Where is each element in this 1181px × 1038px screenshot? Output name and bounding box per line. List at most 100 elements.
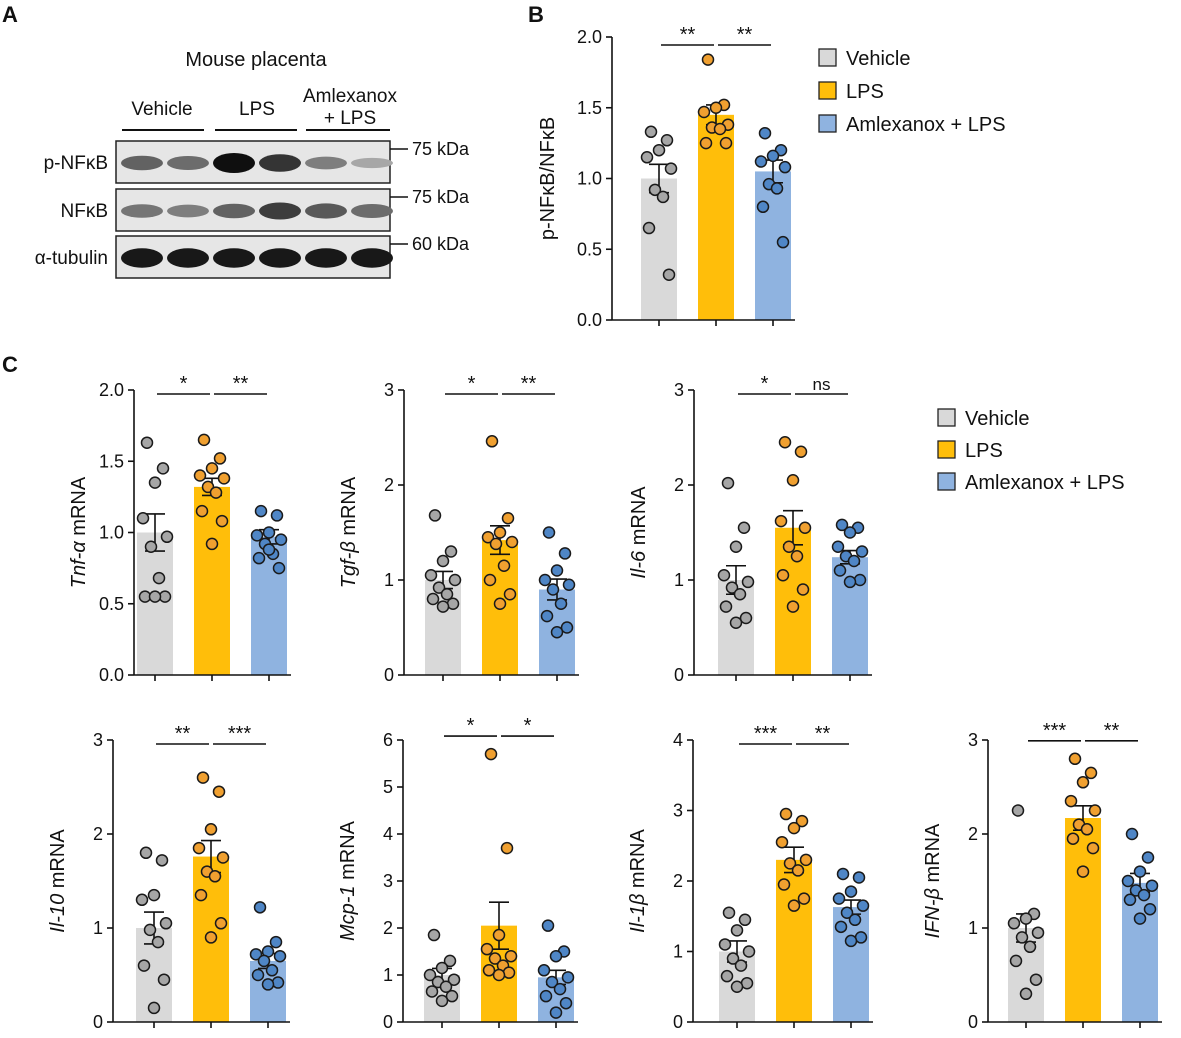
data-point-lps <box>786 600 800 613</box>
data-point-amlexanox-lps <box>1125 827 1139 841</box>
sig-label: ** <box>233 373 249 395</box>
data-point-amlexanox-lps <box>831 540 845 553</box>
data-point-amlexanox-lps <box>847 554 861 568</box>
legend-label-lps: LPS <box>965 440 1003 462</box>
y-tick-label: 0.0 <box>99 665 124 685</box>
data-point-lps <box>774 514 788 528</box>
y-axis-label: IFN-β mRNA <box>922 823 944 938</box>
data-point-vehicle <box>664 162 678 175</box>
blot-band <box>213 153 255 173</box>
data-point-vehicle <box>136 512 150 525</box>
data-point-vehicle <box>140 436 154 449</box>
y-tick-label: 6 <box>383 730 393 750</box>
data-point-lps <box>697 105 711 119</box>
legend-swatch-amlexanox-lps <box>937 472 956 491</box>
legend-label-vehicle: Vehicle <box>965 408 1030 430</box>
data-point-lps <box>492 928 506 942</box>
y-axis-label: Il-6 mRNA <box>628 486 650 579</box>
data-point-vehicle <box>152 571 166 585</box>
data-point-vehicle <box>144 540 158 553</box>
data-point-vehicle <box>139 846 153 860</box>
data-point-vehicle <box>436 554 450 568</box>
data-point-lps <box>777 878 791 891</box>
data-point-amlexanox-lps <box>546 583 560 596</box>
data-point-vehicle <box>722 906 736 919</box>
data-point-lps <box>503 588 517 601</box>
data-point-amlexanox-lps <box>1143 902 1157 916</box>
data-point-vehicle <box>644 125 658 139</box>
data-point-vehicle <box>156 462 170 475</box>
data-point-lps <box>713 122 727 136</box>
data-point-vehicle <box>160 530 174 544</box>
data-point-amlexanox-lps <box>541 919 555 932</box>
data-point-amlexanox-lps <box>269 935 283 949</box>
data-point-lps <box>196 771 210 784</box>
data-point-vehicle <box>738 913 752 927</box>
data-point-vehicle <box>147 888 161 902</box>
y-axis-label: Il-1β mRNA <box>627 829 649 933</box>
blot-band <box>351 157 393 169</box>
data-point-amlexanox-lps <box>833 564 847 577</box>
data-point-vehicle <box>1029 973 1043 986</box>
data-point-lps <box>791 864 805 877</box>
data-point-lps <box>492 968 506 982</box>
data-point-lps <box>1076 865 1090 878</box>
data-point-lps <box>790 550 804 563</box>
data-point-lps <box>794 445 808 458</box>
y-tick-label: 2.0 <box>577 27 602 47</box>
blot-band <box>259 154 301 172</box>
data-point-amlexanox-lps <box>1133 865 1147 878</box>
data-point-lps <box>798 521 812 534</box>
sig-label: *** <box>1043 720 1067 742</box>
data-point-lps <box>482 964 496 977</box>
legend-swatch-vehicle <box>937 408 956 427</box>
sig-label: * <box>468 373 476 395</box>
y-tick-label: 0 <box>674 665 684 685</box>
panel-label-c: C <box>2 352 18 377</box>
data-point-lps <box>197 433 211 447</box>
data-point-lps <box>204 931 218 944</box>
data-point-vehicle <box>742 945 756 958</box>
blot-marker-label: 75 kDa <box>412 187 470 207</box>
data-point-vehicle <box>1023 940 1037 954</box>
data-point-amlexanox-lps <box>840 906 854 919</box>
data-point-vehicle <box>432 581 446 594</box>
y-tick-label: 1 <box>383 965 393 985</box>
data-point-lps <box>205 462 219 475</box>
data-point-lps <box>1068 752 1082 766</box>
data-point-lps <box>1066 832 1080 845</box>
data-point-amlexanox-lps <box>249 948 263 961</box>
y-tick-label: 0.0 <box>577 310 602 330</box>
data-point-lps <box>505 535 519 549</box>
data-point-vehicle <box>444 545 458 558</box>
data-point-lps <box>787 899 801 912</box>
y-tick-label: 3 <box>93 730 103 750</box>
data-point-lps <box>493 526 507 539</box>
data-point-lps <box>501 512 515 525</box>
data-point-lps <box>1076 776 1090 789</box>
data-point-vehicle <box>428 509 442 522</box>
data-point-amlexanox-lps <box>273 949 287 963</box>
data-point-lps <box>786 474 800 487</box>
panel-label-b: B <box>528 2 544 27</box>
legend-swatch-vehicle <box>818 48 837 67</box>
data-point-vehicle <box>448 573 462 587</box>
data-point-lps <box>208 870 222 883</box>
data-point-vehicle <box>137 959 151 972</box>
blot-band <box>167 204 209 218</box>
legend-swatch-lps <box>937 440 956 459</box>
data-point-amlexanox-lps <box>554 597 568 610</box>
data-point-lps <box>195 504 209 518</box>
y-tick-label: 1 <box>674 570 684 590</box>
data-point-amlexanox-lps <box>1141 851 1155 864</box>
data-point-vehicle <box>148 476 162 489</box>
sig-label: *** <box>228 723 252 745</box>
blot-group-vehicle: Vehicle <box>131 99 192 120</box>
data-point-vehicle <box>159 917 173 930</box>
data-point-amlexanox-lps <box>855 545 869 558</box>
y-tick-label: 1 <box>968 918 978 938</box>
blot-group-amlexanox-lps: + LPS <box>324 108 376 129</box>
data-point-lps <box>216 851 230 864</box>
